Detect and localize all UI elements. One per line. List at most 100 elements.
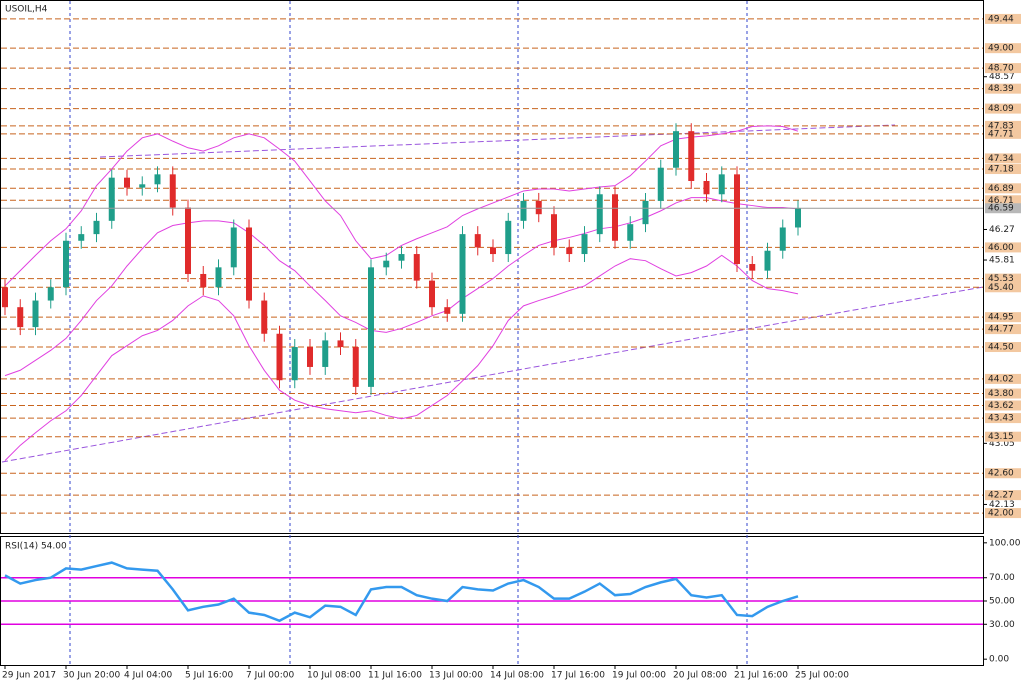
level-label: 47.34 — [988, 154, 1014, 164]
level-label-bg — [985, 63, 1021, 74]
level-label: 49.00 — [988, 44, 1014, 54]
candle-body — [398, 254, 405, 261]
x-tick-label: 7 Jul 00:00 — [246, 671, 295, 681]
level-label-bg — [985, 388, 1021, 399]
candle-body — [154, 174, 161, 185]
candle-body — [795, 208, 801, 228]
x-tick-label: 19 Jul 00:00 — [612, 671, 666, 681]
candle-body — [78, 234, 85, 241]
rsi-title: RSI(14) 54.00 — [5, 542, 67, 552]
level-label: 49.44 — [988, 14, 1014, 24]
candle-body — [185, 207, 191, 274]
candle-body — [444, 307, 451, 314]
x-tick-label: 10 Jul 08:00 — [307, 671, 361, 681]
level-label-bg — [985, 324, 1021, 335]
level-label-bg — [985, 400, 1021, 411]
y-tick-label: 46.27 — [989, 225, 1015, 235]
level-label-bg — [985, 43, 1021, 54]
candle-body — [322, 340, 329, 367]
candle-body — [200, 273, 207, 288]
candle-body — [673, 131, 679, 168]
candle-body — [459, 234, 466, 314]
level-label: 42.00 — [988, 509, 1014, 519]
candle-body — [17, 307, 24, 328]
level-label: 44.77 — [988, 325, 1014, 335]
x-tick-label: 30 Jun 20:00 — [63, 671, 120, 681]
trendline — [99, 124, 896, 158]
candle-body — [551, 214, 557, 248]
candle-body — [581, 234, 588, 255]
level-label-bg — [985, 83, 1021, 94]
level-label-bg — [985, 508, 1021, 519]
level-label: 48.09 — [988, 104, 1014, 114]
y-tick-label: 0.00 — [989, 655, 1009, 665]
x-tick-label: 25 Jul 00:00 — [795, 671, 849, 681]
candle-body — [215, 267, 222, 288]
x-tick-label: 14 Jul 08:00 — [490, 671, 544, 681]
level-label: 46.71 — [988, 196, 1014, 206]
chart-title: USOIL,H4 — [5, 5, 48, 15]
candle-body — [246, 227, 252, 301]
level-label-bg — [985, 164, 1021, 175]
candle-body — [63, 240, 69, 288]
candle-body — [352, 347, 359, 387]
level-label-bg — [985, 13, 1021, 24]
candle-body — [703, 180, 710, 195]
candle-body — [413, 254, 420, 281]
candle-body — [596, 194, 603, 235]
level-label: 47.71 — [988, 129, 1014, 139]
candle-body — [627, 224, 634, 241]
candle-body — [642, 200, 649, 225]
candle-body — [474, 234, 481, 248]
level-label-bg — [985, 490, 1021, 501]
candle-body — [93, 220, 100, 235]
y-tick-label: 30.00 — [989, 620, 1015, 630]
candle-body — [124, 177, 130, 188]
level-label: 43.43 — [988, 414, 1014, 424]
candle-body — [108, 177, 115, 221]
candle-body — [520, 200, 527, 221]
candle-body — [749, 264, 756, 271]
level-label: 48.70 — [988, 64, 1014, 74]
level-label: 47.83 — [988, 121, 1014, 131]
candle-body — [764, 250, 771, 271]
candle-body — [276, 333, 283, 381]
candle-body — [505, 220, 512, 255]
level-label: 47.18 — [988, 165, 1014, 175]
level-label-bg — [985, 282, 1021, 293]
current-price-bg — [985, 203, 1021, 214]
y-tick-label: 70.00 — [989, 573, 1015, 583]
level-label: 42.27 — [988, 491, 1014, 501]
level-label: 43.15 — [988, 432, 1014, 442]
y-tick-label: 42.13 — [989, 500, 1015, 510]
candle-body — [307, 347, 313, 367]
x-tick-label: 5 Jul 16:00 — [185, 671, 234, 681]
level-label-bg — [985, 195, 1021, 206]
candle-body — [337, 340, 344, 348]
price-panel — [0, 0, 984, 534]
current-price-label: 46.59 — [988, 204, 1014, 214]
level-label: 44.50 — [988, 343, 1014, 353]
candle-body — [535, 200, 542, 215]
candle-body — [490, 247, 496, 255]
candle-body — [612, 194, 618, 241]
level-label: 43.62 — [988, 401, 1014, 411]
level-label: 44.95 — [988, 313, 1014, 323]
level-label-bg — [985, 312, 1021, 323]
y-tick-label: 50.00 — [989, 597, 1015, 607]
level-label-bg — [985, 153, 1021, 164]
level-label-bg — [985, 342, 1021, 353]
candle-body — [383, 260, 390, 268]
level-label-bg — [985, 183, 1021, 194]
candle-body — [47, 287, 54, 301]
level-label-bg — [985, 120, 1021, 131]
band — [4, 254, 799, 461]
y-tick-label: 48.57 — [989, 72, 1015, 82]
level-label: 43.80 — [988, 389, 1014, 399]
candle-body — [291, 347, 298, 381]
candle-body — [429, 280, 435, 308]
candle-body — [139, 184, 146, 188]
level-label-bg — [985, 413, 1021, 424]
level-label: 42.60 — [988, 469, 1014, 479]
y-tick-label: 45.81 — [989, 256, 1015, 266]
